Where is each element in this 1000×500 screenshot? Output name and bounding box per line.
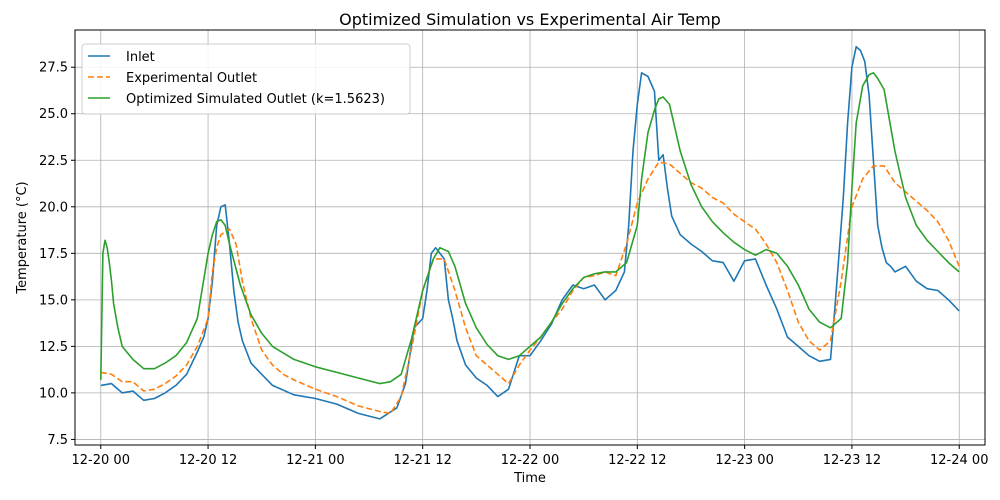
x-tick-label: 12-20 12 xyxy=(179,453,237,468)
x-tick-label: 12-22 12 xyxy=(608,453,666,468)
legend-label-inlet: Inlet xyxy=(126,50,155,65)
y-tick-label: 25.0 xyxy=(39,107,68,122)
x-axis-label: Time xyxy=(513,471,546,486)
legend: Inlet Experimental Outlet Optimized Simu… xyxy=(81,43,411,115)
experimental-outlet-series-line xyxy=(100,161,960,415)
y-axis-label: Temperature (°C) xyxy=(15,181,30,294)
y-tick-label: 20.0 xyxy=(39,200,68,215)
x-axis-ticks: 12-20 00 12-20 12 12-21 00 12-21 12 12-22 00… xyxy=(72,445,988,468)
y-tick-label: 12.5 xyxy=(39,340,68,355)
y-tick-label: 7.5 xyxy=(47,433,68,448)
chart-title: Optimized Simulation vs Experimental Air… xyxy=(339,10,721,29)
x-tick-label: 12-24 00 xyxy=(930,453,988,468)
x-tick-label: 12-22 00 xyxy=(501,453,559,468)
x-tick-label: 12-23 00 xyxy=(715,453,773,468)
x-tick-label: 12-21 00 xyxy=(286,453,344,468)
x-tick-label: 12-23 12 xyxy=(823,453,881,468)
y-tick-label: 27.5 xyxy=(39,61,68,76)
legend-label-simulated-outlet: Optimized Simulated Outlet (k=1.5623) xyxy=(126,92,385,107)
series-group xyxy=(100,45,960,420)
y-axis-ticks: 7.5 10.0 12.5 15.0 17.5 20.0 22.5 25.0 27.5 xyxy=(39,61,75,448)
legend-box xyxy=(81,43,411,115)
y-tick-label: 15.0 xyxy=(39,293,68,308)
y-tick-label: 17.5 xyxy=(39,247,68,262)
x-tick-label: 12-21 12 xyxy=(393,453,451,468)
legend-label-experimental-outlet: Experimental Outlet xyxy=(126,71,257,86)
y-tick-label: 22.5 xyxy=(39,154,68,169)
y-tick-label: 10.0 xyxy=(39,386,68,401)
inlet-series-line xyxy=(100,45,960,420)
x-tick-label: 12-20 00 xyxy=(72,453,130,468)
simulated-outlet-series-line xyxy=(100,72,960,385)
